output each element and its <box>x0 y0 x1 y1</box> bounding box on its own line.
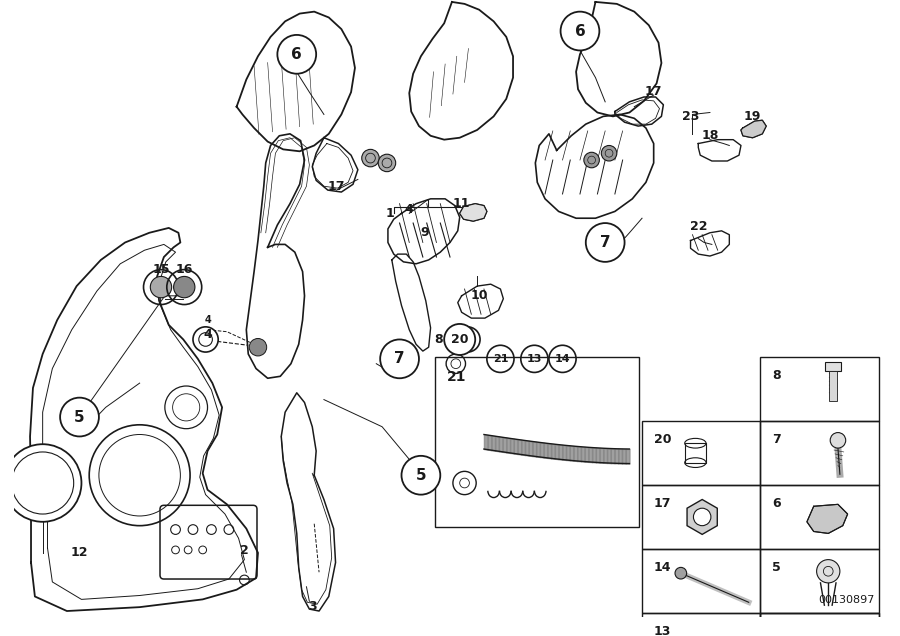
Circle shape <box>445 324 475 355</box>
Text: 20: 20 <box>451 333 468 346</box>
Circle shape <box>249 338 266 356</box>
Text: 6: 6 <box>772 497 780 509</box>
Circle shape <box>60 398 99 436</box>
Text: 5: 5 <box>74 410 85 425</box>
Text: 1: 1 <box>385 207 394 220</box>
Text: 14: 14 <box>554 354 571 364</box>
Text: 7: 7 <box>394 351 405 366</box>
Circle shape <box>816 560 840 583</box>
Text: 5: 5 <box>416 467 427 483</box>
Circle shape <box>193 327 218 352</box>
Text: 5: 5 <box>772 560 780 574</box>
Circle shape <box>380 340 419 378</box>
Text: 19: 19 <box>744 110 761 123</box>
Text: 13: 13 <box>526 354 542 364</box>
Circle shape <box>586 223 625 262</box>
Polygon shape <box>807 504 848 534</box>
Polygon shape <box>785 618 848 636</box>
Text: 4: 4 <box>203 328 212 341</box>
Bar <box>642 421 760 485</box>
Text: 14: 14 <box>653 560 671 574</box>
Text: 4: 4 <box>405 203 414 216</box>
Bar <box>829 371 837 401</box>
Text: 7: 7 <box>600 235 610 250</box>
Text: 3: 3 <box>308 600 317 612</box>
Text: 20: 20 <box>653 432 671 446</box>
Text: 4: 4 <box>204 315 211 325</box>
Text: 17: 17 <box>653 497 671 509</box>
Text: 17: 17 <box>328 180 346 193</box>
Text: 8: 8 <box>772 368 780 382</box>
Circle shape <box>675 567 687 579</box>
Text: 8: 8 <box>434 333 443 346</box>
Bar <box>685 443 706 462</box>
Text: 00130897: 00130897 <box>818 595 875 605</box>
Text: 12: 12 <box>71 546 88 559</box>
Bar <box>825 362 841 371</box>
Text: 18: 18 <box>701 129 718 142</box>
Bar <box>642 613 760 636</box>
Bar <box>760 549 878 613</box>
Polygon shape <box>460 204 487 221</box>
Polygon shape <box>687 499 717 534</box>
Circle shape <box>174 277 195 298</box>
Circle shape <box>693 508 711 526</box>
Text: 22: 22 <box>689 221 707 233</box>
Text: 23: 23 <box>682 110 699 123</box>
Circle shape <box>561 11 599 50</box>
Text: 11: 11 <box>453 197 471 210</box>
Bar <box>760 357 878 421</box>
Text: 21: 21 <box>447 371 466 385</box>
Circle shape <box>362 149 379 167</box>
Text: 6: 6 <box>292 47 302 62</box>
Circle shape <box>378 154 396 172</box>
Bar <box>760 613 878 636</box>
Bar <box>436 357 639 527</box>
Bar <box>760 613 878 636</box>
Bar <box>642 549 760 613</box>
Text: 13: 13 <box>653 625 671 636</box>
Circle shape <box>401 456 440 495</box>
Text: 6: 6 <box>574 24 585 39</box>
Circle shape <box>277 35 316 74</box>
Bar <box>760 485 878 549</box>
Circle shape <box>584 152 599 168</box>
Circle shape <box>4 444 81 522</box>
Circle shape <box>601 146 617 161</box>
Bar <box>760 421 878 485</box>
Text: 17: 17 <box>645 85 662 98</box>
Text: 2: 2 <box>240 544 248 557</box>
Circle shape <box>150 277 172 298</box>
Text: 16: 16 <box>176 263 193 276</box>
Polygon shape <box>741 120 766 138</box>
Text: 21: 21 <box>492 354 508 364</box>
Text: 15: 15 <box>152 263 170 276</box>
Text: 9: 9 <box>420 226 429 239</box>
Text: 7: 7 <box>772 432 780 446</box>
Text: 10: 10 <box>471 289 488 302</box>
Bar <box>642 485 760 549</box>
Circle shape <box>830 432 846 448</box>
